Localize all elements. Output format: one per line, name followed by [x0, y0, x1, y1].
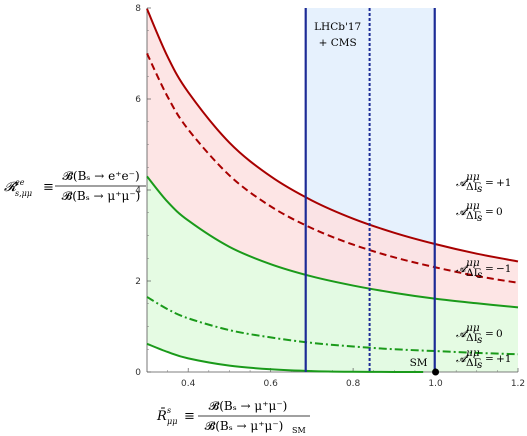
green-region: [147, 176, 518, 372]
series-line-3: [146, 296, 519, 356]
y-label-denominator: 𝓑̄(Bₛ → μ⁺μ⁻): [62, 189, 141, 203]
x-label-lhs-sup: s: [167, 406, 171, 415]
x-tick-label: 1.0: [428, 379, 443, 389]
asym-subsub: s: [477, 212, 483, 224]
y-tick-label: 4: [135, 186, 141, 196]
series-line-2: [146, 175, 519, 309]
y-tick-label: 2: [135, 277, 141, 287]
asym-sub: ΔΓ: [466, 357, 481, 369]
asym-sub: ΔΓ: [466, 210, 481, 222]
sm-label: SM: [410, 357, 428, 369]
red-region: [147, 8, 518, 308]
series-line-0: [146, 8, 519, 263]
sm-point: [432, 368, 440, 376]
x-label-lhs: R̄: [156, 408, 167, 424]
x-tick-label: 0.8: [346, 379, 361, 389]
asym-eq: =: [485, 328, 494, 340]
series-line-4: [146, 342, 424, 373]
asym-value: 0: [496, 328, 503, 340]
y-tick-label: 8: [135, 4, 141, 14]
asym-sub: ΔΓ: [466, 267, 481, 279]
asym-sup: μμ: [466, 322, 480, 334]
asym-value: −1: [496, 263, 511, 275]
y-axis-label: 𝓡 ee s,μμ ≡ 𝓑̄(Bₛ → e⁺e⁻) 𝓑̄(Bₛ → μ⁺μ⁻): [4, 169, 146, 203]
x-tick-label: 1.2: [511, 379, 525, 389]
y-label-lhs-sub: s,μμ: [15, 189, 32, 198]
asym-subsub: s: [477, 334, 483, 346]
asym-eq: =: [485, 263, 494, 275]
x-axis-label: R̄ s μμ ≡ 𝓑̄(Bₛ → μ⁺μ⁻) 𝓑̄(Bₛ → μ⁺μ⁻) SM: [156, 399, 310, 435]
asym-value: 0: [496, 206, 503, 218]
asym-sup: μμ: [466, 200, 480, 212]
x-label-denominator: 𝓑̄(Bₛ → μ⁺μ⁻): [205, 419, 284, 433]
asym-subsub: s: [477, 183, 483, 195]
x-tick-label: 0.4: [181, 379, 196, 389]
asym-value: +1: [496, 353, 511, 365]
asym-sup: μμ: [466, 257, 480, 269]
asym-subsub: s: [477, 269, 483, 281]
asym-sub: ΔΓ: [466, 181, 481, 193]
band-label-line1: LHCb'17: [314, 21, 361, 33]
y-label-lhs-sup: ee: [15, 178, 25, 187]
x-label-equiv: ≡: [184, 409, 195, 424]
x-label-lhs-sub: μμ: [167, 417, 177, 426]
asym-sub: ΔΓ: [466, 332, 481, 344]
asym-sup: μμ: [466, 171, 480, 183]
asym-sup: μμ: [466, 347, 480, 359]
y-label-lhs: 𝓡: [4, 180, 19, 195]
asym-eq: =: [485, 206, 494, 218]
asym-eq: =: [485, 353, 494, 365]
y-label-numerator: 𝓑̄(Bₛ → e⁺e⁻): [62, 169, 139, 183]
asym-value: +1: [496, 177, 511, 189]
x-tick-label: 0.6: [264, 379, 279, 389]
y-label-equiv: ≡: [43, 180, 54, 195]
y-tick-label: 6: [135, 95, 141, 105]
asym-subsub: s: [477, 359, 483, 371]
band-label-line2: + CMS: [319, 37, 357, 49]
x-label-numerator: 𝓑̄(Bₛ → μ⁺μ⁻): [209, 399, 288, 413]
x-label-denominator-sub: SM: [292, 426, 306, 435]
asym-eq: =: [485, 177, 494, 189]
y-tick-label: 0: [135, 368, 141, 378]
series-line-1: [146, 53, 519, 284]
